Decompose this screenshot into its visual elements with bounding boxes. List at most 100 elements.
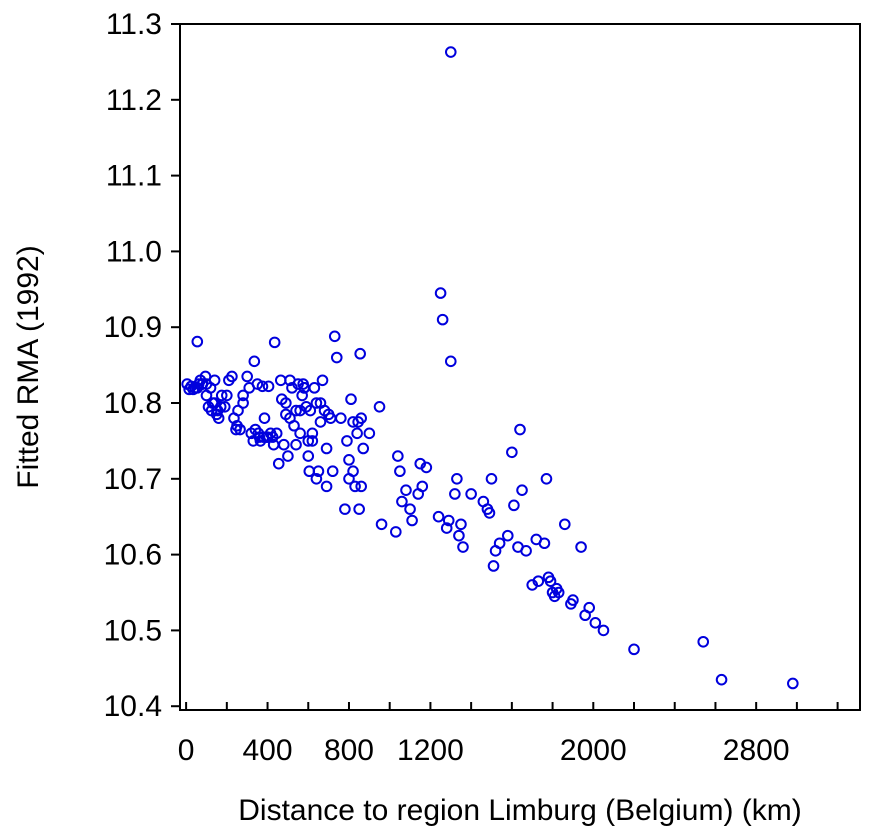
- data-point-75: [345, 393, 357, 406]
- y-tick-label-0: 10.4: [104, 690, 162, 723]
- data-point-70: [328, 330, 341, 343]
- data-point-135: [558, 518, 571, 531]
- data-point-104: [449, 488, 461, 500]
- plot-frame: [179, 23, 861, 711]
- data-point-170: [310, 473, 323, 485]
- data-point-177: [355, 412, 367, 424]
- data-point-80: [353, 503, 365, 515]
- data-point-103: [444, 355, 457, 368]
- data-point-46: [282, 450, 294, 462]
- data-point-126: [532, 575, 545, 587]
- data-point-109: [465, 488, 477, 500]
- data-point-91: [400, 484, 412, 496]
- x-tick-label-0: 0: [178, 734, 195, 767]
- data-point-146: [787, 677, 799, 690]
- data-point-148: [196, 378, 209, 390]
- data-point-27: [241, 370, 253, 383]
- data-point-156: [243, 382, 256, 394]
- data-point-26: [237, 389, 249, 402]
- data-point-122: [516, 484, 528, 496]
- data-point-81: [354, 347, 366, 360]
- data-point-138: [575, 541, 587, 553]
- data-point-106: [453, 529, 465, 542]
- y-tick-label-8: 11.2: [106, 84, 162, 117]
- y-tick-label-1: 10.5: [104, 614, 162, 647]
- data-point-137: [567, 594, 579, 606]
- data-point-40: [268, 336, 281, 349]
- data-point-63: [312, 465, 325, 478]
- data-point-44: [278, 438, 290, 451]
- x-tick-label-2: 800: [324, 734, 374, 767]
- data-point-86: [375, 518, 388, 531]
- data-point-118: [506, 446, 518, 459]
- data-point-155: [237, 397, 249, 409]
- data-point-82: [355, 480, 367, 493]
- data-point-116: [493, 537, 506, 550]
- data-point-140: [583, 601, 596, 614]
- data-point-37: [262, 380, 275, 393]
- data-point-121: [514, 423, 526, 436]
- x-axis-tick-labels: 0 400 800 1200 2000 2800: [178, 734, 790, 767]
- data-point-105: [451, 473, 463, 485]
- data-point-159: [257, 431, 270, 443]
- data-point-60: [306, 427, 319, 440]
- data-point-34: [256, 380, 269, 393]
- data-point-164: [284, 412, 296, 424]
- data-point-89: [394, 465, 406, 478]
- data-point-35: [258, 412, 271, 424]
- y-tick-label-9: 11.3: [106, 8, 162, 41]
- data-point-175: [343, 473, 355, 485]
- data-point-145: [715, 673, 728, 686]
- data-point-77: [349, 480, 361, 493]
- data-point-65: [316, 374, 329, 387]
- data-point-117: [501, 529, 514, 542]
- data-point-62: [310, 397, 323, 409]
- data-point-97: [420, 461, 433, 474]
- data-point-102: [442, 514, 455, 527]
- data-point-141: [589, 617, 602, 629]
- data-point-158: [253, 431, 266, 443]
- data-point-21: [226, 370, 238, 383]
- y-axis-title: Fitted RMA (1992): [12, 245, 45, 488]
- data-point-19: [221, 389, 233, 402]
- data-point-96: [416, 480, 429, 493]
- data-point-53: [296, 389, 308, 402]
- x-tick-label-1: 400: [243, 734, 293, 767]
- data-point-98: [432, 510, 445, 523]
- data-point-161: [267, 438, 280, 451]
- data-point-166: [294, 427, 306, 440]
- data-point-72: [339, 503, 351, 515]
- data-point-163: [280, 397, 292, 409]
- data-point-29: [248, 355, 261, 368]
- data-point-134: [552, 586, 565, 599]
- data-point-154: [231, 419, 243, 432]
- data-point-153: [214, 400, 227, 413]
- data-point-61: [308, 382, 321, 394]
- data-point-71: [330, 351, 343, 364]
- data-point-178: [444, 46, 457, 58]
- data-point-85: [373, 400, 386, 413]
- data-point-123: [520, 545, 532, 557]
- y-tick-label-4: 10.8: [104, 387, 162, 420]
- data-point-144: [697, 635, 710, 648]
- data-point-119: [508, 499, 520, 512]
- data-point-165: [290, 438, 302, 451]
- data-point-101: [440, 522, 453, 534]
- data-point-143: [628, 643, 640, 656]
- data-point-108: [457, 541, 469, 553]
- data-point-88: [392, 450, 404, 462]
- data-point-67: [320, 480, 333, 493]
- data-point-171: [314, 397, 327, 409]
- data-point-87: [390, 526, 402, 538]
- data-point-5: [191, 335, 204, 348]
- data-point-73: [341, 435, 353, 447]
- data-point-83: [357, 442, 370, 455]
- x-tick-label-4: 2000: [560, 734, 627, 767]
- data-point-90: [396, 495, 408, 508]
- data-point-50: [290, 404, 302, 417]
- data-point-172: [320, 442, 333, 455]
- data-point-100: [436, 313, 449, 326]
- data-points: [181, 46, 799, 690]
- data-point-17: [215, 389, 228, 402]
- data-point-84: [363, 427, 376, 440]
